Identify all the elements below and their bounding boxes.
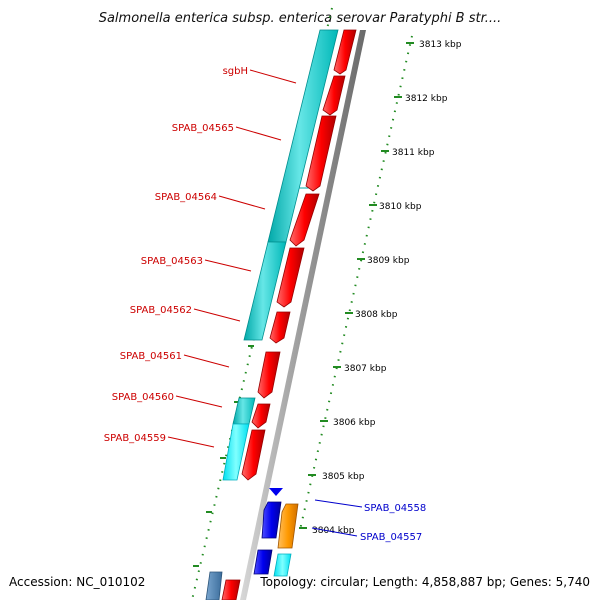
gene-arrow [276, 247, 305, 308]
genome-backbone [240, 30, 366, 600]
gene-arrow-forward [253, 549, 273, 575]
gene-label-leader [183, 354, 230, 368]
gene-label: SPAB_04562 [130, 305, 192, 316]
gene-label: SPAB_04560 [112, 392, 174, 403]
gene-label-leader [167, 436, 215, 448]
gene-label: SPAB_04559 [104, 433, 166, 444]
accession-label: Accession: NC_010102 [9, 575, 145, 589]
ruler-tick-label: 3812 kbp [405, 94, 448, 104]
ruler-tick-label: 3805 kbp [322, 472, 365, 482]
gene-arrow [333, 29, 357, 75]
cds-segment [243, 241, 287, 341]
gene-label-leader [249, 69, 297, 84]
gene-arrow-forward [261, 501, 282, 539]
topology-label: Topology: circular; Length: 4,858,887 bp… [259, 575, 590, 589]
forward-gene-callouts: SPAB_04558 SPAB_04557 [311, 499, 426, 543]
gene-arrow [322, 75, 346, 116]
gene-arrow-forward [269, 488, 283, 496]
gene-arrow [269, 311, 291, 344]
gene-block [205, 571, 223, 600]
gene-label: SPAB_04565 [172, 123, 234, 134]
ruler-labels: 3813 kbp 3812 kbp 3811 kbp 3810 kbp 3809… [312, 40, 462, 536]
gene-arrow [241, 429, 266, 481]
outer-ruler [299, 35, 414, 531]
cds-track [222, 29, 339, 481]
ruler-tick-label: 3804 kbp [312, 526, 355, 536]
gene-label: SPAB_04557 [360, 532, 422, 543]
gene-label-leader [175, 395, 223, 408]
ruler-tick-label: 3809 kbp [367, 256, 410, 266]
gene-label-leader [193, 308, 241, 322]
gene-arrow [221, 579, 241, 600]
gene-label-leader [235, 126, 282, 141]
gene-arrow [257, 351, 281, 399]
ruler-tick-label: 3807 kbp [344, 364, 387, 374]
gene-label: SPAB_04558 [364, 503, 426, 514]
gene-arrow [289, 193, 320, 247]
gene-label-leader [218, 195, 266, 210]
gene-label-leader [204, 259, 252, 272]
gene-label-leader [314, 499, 363, 508]
gene-label-leader [311, 527, 358, 537]
gene-label: SPAB_04561 [120, 351, 182, 362]
forward-genes [205, 488, 299, 600]
map-title: Salmonella enterica subsp. enterica sero… [99, 11, 502, 26]
ruler-tick-label: 3810 kbp [379, 202, 422, 212]
cds-segment [222, 423, 250, 481]
gene-label: SPAB_04563 [141, 256, 203, 267]
gene-arrow [251, 403, 271, 429]
ruler-tick-label: 3806 kbp [333, 418, 376, 428]
gene-label: SPAB_04564 [155, 192, 217, 203]
ruler-tick-label: 3811 kbp [392, 148, 435, 158]
gene-label: sgbH [223, 66, 248, 77]
ruler-tick-label: 3808 kbp [355, 310, 398, 320]
ruler-tick-label: 3813 kbp [419, 40, 462, 50]
gene-arrow [305, 115, 337, 192]
gene-block [273, 553, 292, 577]
gene-arrow-forward [277, 503, 299, 549]
reverse-genes [221, 29, 357, 600]
reverse-gene-callouts: sgbH SPAB_04565 SPAB_04564 SPAB_04563 SP… [104, 66, 297, 448]
